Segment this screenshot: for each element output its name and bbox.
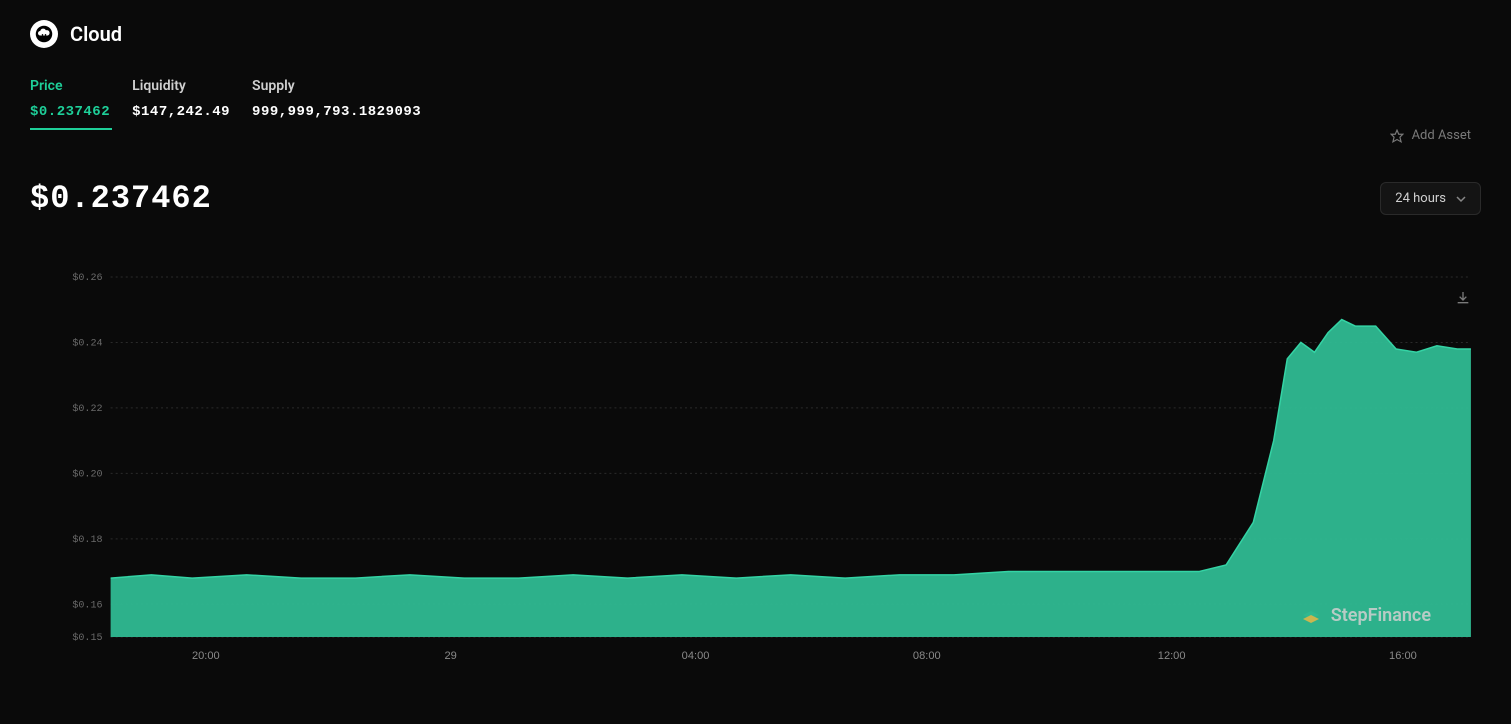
svg-text:$0.18: $0.18 [72, 534, 102, 546]
stat-label-liquidity: Liquidity [132, 78, 230, 94]
svg-text:$0.20: $0.20 [72, 468, 102, 480]
stat-label-supply: Supply [252, 78, 421, 94]
star-icon [1390, 129, 1404, 143]
watermark: StepFinance [1299, 603, 1431, 627]
chevron-down-icon [1456, 194, 1466, 204]
token-logo [30, 20, 58, 48]
svg-text:20:00: 20:00 [192, 650, 220, 662]
svg-text:$0.15: $0.15 [72, 632, 102, 644]
svg-text:12:00: 12:00 [1158, 650, 1186, 662]
token-name: Cloud [70, 22, 122, 46]
watermark-text: StepFinance [1331, 605, 1431, 626]
add-asset-button[interactable]: Add Asset [1390, 128, 1471, 143]
tab-liquidity[interactable]: Liquidity $147,242.49 [132, 78, 230, 120]
timeframe-select[interactable]: 24 hours [1380, 182, 1481, 215]
timeframe-label: 24 hours [1395, 191, 1446, 206]
big-price: $0.237462 [30, 180, 212, 217]
svg-text:$0.26: $0.26 [72, 272, 102, 284]
cloud-icon [35, 25, 53, 43]
svg-text:$0.22: $0.22 [72, 403, 102, 415]
svg-text:$0.24: $0.24 [72, 337, 102, 349]
stats-row: Price $0.237462 Liquidity $147,242.49 Su… [30, 78, 1481, 120]
svg-text:08:00: 08:00 [913, 650, 941, 662]
svg-text:16:00: 16:00 [1389, 650, 1417, 662]
add-asset-label: Add Asset [1412, 128, 1471, 143]
active-tab-underline [30, 128, 112, 130]
svg-text:04:00: 04:00 [682, 650, 710, 662]
stat-value-supply: 999,999,793.1829093 [252, 104, 421, 120]
stepfinance-logo-icon [1299, 603, 1323, 627]
svg-text:$0.16: $0.16 [72, 599, 102, 611]
token-header: Cloud [30, 20, 1481, 48]
price-chart: $0.15 $0.16 $0.18 $0.20 $0.22 $0.24 $0.26 20:00… [30, 267, 1481, 667]
price-row: $0.237462 24 hours [30, 180, 1481, 217]
svg-text:29: 29 [445, 650, 457, 662]
tab-supply[interactable]: Supply 999,999,793.1829093 [252, 78, 421, 120]
tab-price[interactable]: Price $0.237462 [30, 78, 110, 120]
stat-value-liquidity: $147,242.49 [132, 104, 230, 120]
chart-svg: $0.15 $0.16 $0.18 $0.20 $0.22 $0.24 $0.26 20:00… [30, 267, 1481, 667]
stat-value-price: $0.237462 [30, 104, 110, 120]
stat-label-price: Price [30, 78, 110, 94]
